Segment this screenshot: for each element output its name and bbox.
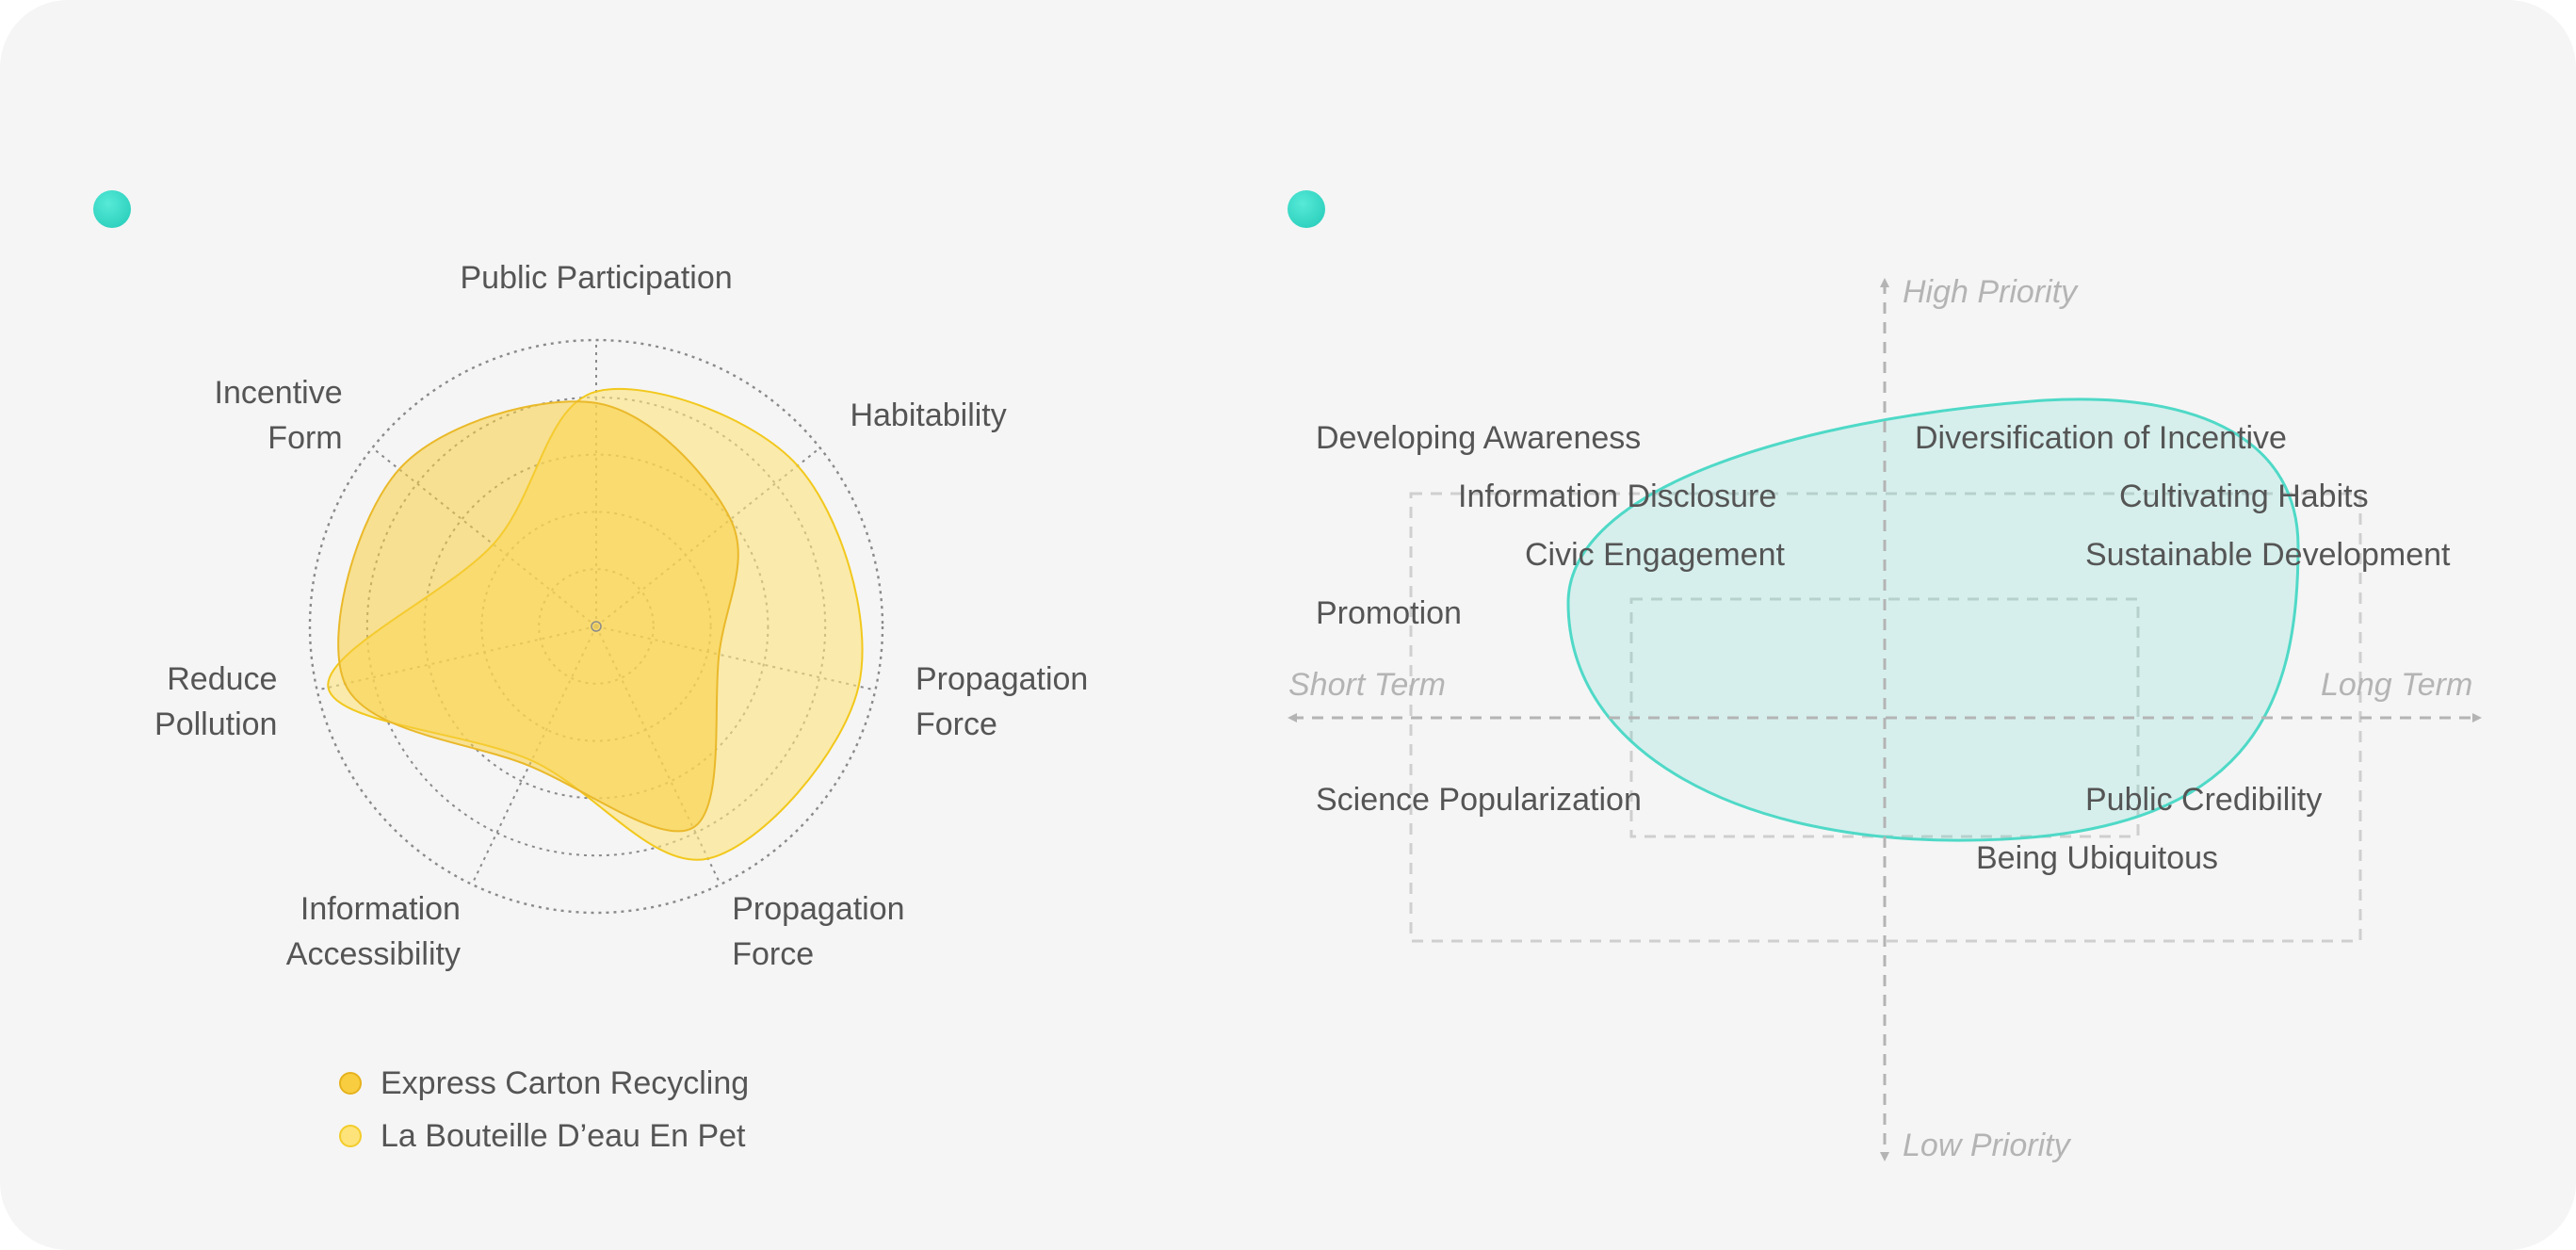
radar-axis-label-line: Force (732, 936, 815, 973)
radar-axis-label-line: Accessibility (285, 936, 461, 973)
quadrant-item-science-popularization: Science Popularization (1316, 782, 1642, 818)
radar-series-1-area (337, 400, 739, 833)
panel-marker-dot-radar (93, 190, 131, 228)
radar-chart (308, 338, 884, 915)
radar-axis-label-line: Public Participation (460, 260, 733, 296)
radar-axis-label-line: Propagation (732, 891, 905, 928)
legend-item-series-1[interactable]: Express Carton Recycling (339, 1057, 749, 1110)
radar-axis-label-line: Reduce (167, 661, 278, 698)
radar-axis-label-3: Propagation Force (915, 657, 1088, 747)
radar-legend: Express Carton Recycling La Bouteille D’… (339, 1057, 749, 1162)
quadrant-item-promotion: Promotion (1316, 595, 1462, 631)
focus-area-blob (1566, 398, 2300, 842)
radar-axis-label-line: Habitability (850, 397, 1007, 433)
legend-label-series-1: Express Carton Recycling (381, 1064, 750, 1101)
radar-axis-label-4: Propagation Force (732, 886, 904, 977)
legend-label-series-2: La Bouteille D’eau En Pet (381, 1117, 746, 1154)
panel-marker-dot-quadrant (1288, 190, 1325, 228)
radar-axis-label-6: Reduce Pollution (154, 657, 277, 747)
radar-axis-label-7: Incentive Form (215, 370, 343, 461)
quadrant-item-cultivating-habits: Cultivating Habits (2119, 479, 2369, 514)
radar-axis-label-line: Force (915, 706, 997, 743)
radar-axis-label-line: Information (300, 891, 461, 928)
quadrant-item-public-credibility: Public Credibility (2085, 782, 2323, 818)
long-term-label: Long Term (2321, 667, 2473, 703)
radar-grid-ring-5 (308, 338, 884, 915)
quadrant-item-civic-engagement: Civic Engagement (1525, 537, 1785, 573)
radar-axis-label-2: Habitability (850, 393, 1006, 438)
quadrant-item-being-ubiquitous: Being Ubiquitous (1976, 840, 2219, 876)
radar-axis-label-line: Propagation (915, 661, 1089, 698)
radar-axis-label-line: Form (267, 419, 343, 456)
quadrant-item-information-disclosure: Information Disclosure (1458, 479, 1777, 514)
radar-center-point (591, 621, 602, 632)
legend-swatch-series-1 (339, 1072, 362, 1095)
radar-axis-label-5: Information Accessibility (286, 886, 461, 977)
radar-axis-label-line: Pollution (154, 706, 278, 743)
radar-axis-label-line: Incentive (214, 374, 343, 411)
quadrant-item-developing-awareness: Developing Awareness (1316, 420, 1642, 456)
low-priority-label: Low Priority (1903, 1128, 2070, 1163)
quadrant-item-sustainable-development: Sustainable Development (2085, 537, 2451, 573)
quadrant-item-diversification-of-incentive: Diversification of Incentive (1915, 420, 2287, 456)
radar-axis-label-1: Public Participation (461, 255, 733, 300)
short-term-label: Short Term (1288, 667, 1446, 703)
legend-item-series-2[interactable]: La Bouteille D’eau En Pet (339, 1110, 749, 1162)
high-priority-label: High Priority (1903, 274, 2078, 310)
legend-swatch-series-2 (339, 1125, 362, 1147)
